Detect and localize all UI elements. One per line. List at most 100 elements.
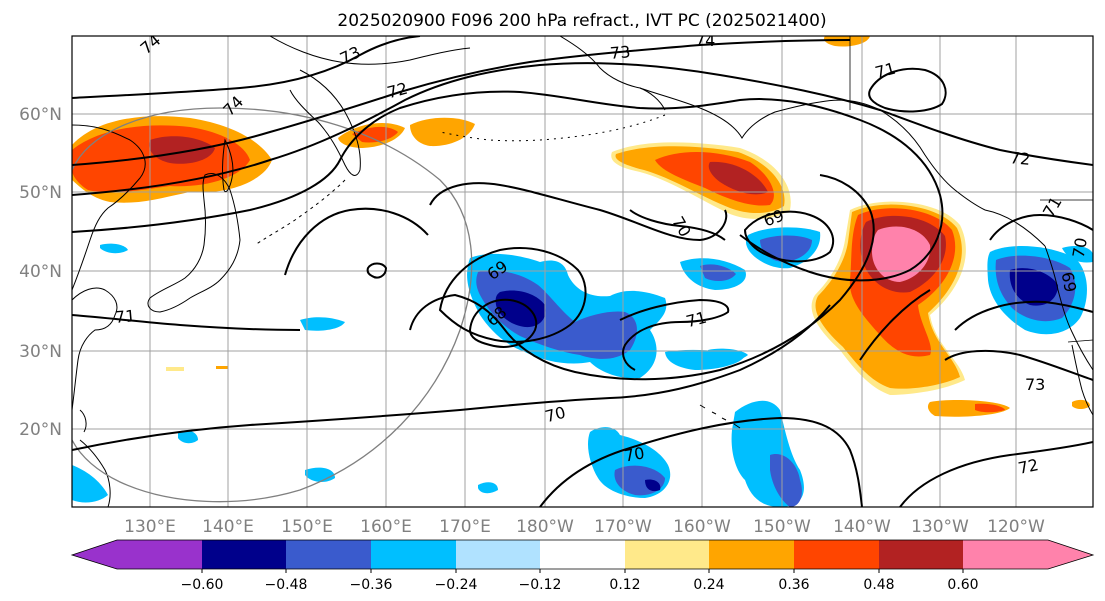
ivt-patch-skyblue <box>708 348 748 361</box>
lon-label: 150°E <box>281 517 333 537</box>
contour-70-ne <box>629 209 726 241</box>
coast-siberia <box>269 36 471 65</box>
colorbar-segment <box>540 540 625 569</box>
contour-label: 73 <box>1025 375 1045 394</box>
contour-label: 70 <box>623 443 646 465</box>
colorbar-segment <box>117 540 202 569</box>
colorbar-segment <box>625 540 709 569</box>
colorbar-segment <box>371 540 456 569</box>
contour-label: 71 <box>114 306 136 327</box>
ivt-patch-skyblue <box>1062 246 1093 263</box>
contour-70-west <box>284 207 429 276</box>
colorbar-segments <box>72 540 1093 569</box>
contour-69-east <box>743 210 835 263</box>
ivt-patch-skyblue <box>178 430 198 444</box>
contour-69-mid <box>438 247 587 343</box>
contour-label: 70 <box>1069 236 1091 259</box>
coast-korea-china <box>72 287 118 411</box>
contour-label: 74 <box>695 31 715 50</box>
lon-label: 160°W <box>673 517 731 537</box>
colorbar-tick-labels: −0.60 −0.48 −0.36 −0.24 −0.12 0.12 0.24 … <box>181 577 979 593</box>
colorbar-tick-label: −0.36 <box>350 577 393 593</box>
ivt-patch-navy <box>645 479 661 492</box>
coast-hawaii <box>699 404 741 429</box>
lon-label: 120°W <box>987 517 1045 537</box>
ivt-patch-skyblue <box>100 243 128 254</box>
colorbar-segment <box>794 540 879 569</box>
ivt-region-east <box>811 36 1090 417</box>
ivt-patch-orange <box>927 400 1010 417</box>
contour-72-southeast <box>899 441 1093 507</box>
contour-label: 70 <box>543 403 568 427</box>
reference-circle <box>72 107 473 503</box>
colorbar-tick-label: −0.48 <box>265 577 308 593</box>
lon-label: 170°E <box>439 517 491 537</box>
coast-kurils <box>254 179 346 246</box>
coast-taiwan <box>79 409 87 433</box>
colorbar-tick-label: 0.12 <box>609 577 640 593</box>
contour-label: 69 <box>1058 270 1080 293</box>
coast-alaska-south <box>819 99 986 211</box>
lon-label: 130°W <box>911 517 969 537</box>
contour-label: 71 <box>873 59 898 83</box>
latitude-labels: 60°N 50°N 40°N 30°N 20°N <box>19 105 62 440</box>
lon-label: 150°W <box>753 517 811 537</box>
ivt-patch-royalblue <box>770 454 802 507</box>
ivt-patch-red <box>975 403 1005 413</box>
map-title: 2025020900 F096 200 hPa refract., IVT PC… <box>337 11 826 31</box>
map-panel: 73 74 73 71 72 74 72 71 70 69 69 68 71 7… <box>71 31 1094 508</box>
map-frame <box>71 35 1094 508</box>
contour-71-mid-e <box>859 289 931 361</box>
contour-label: 71 <box>684 308 709 332</box>
ivt-patch-orange <box>824 36 870 47</box>
ivt-patch-skyblue <box>72 465 108 503</box>
contour-70-bottom <box>539 416 863 507</box>
lat-label: 40°N <box>19 262 62 282</box>
contour-label: 72 <box>1009 148 1031 169</box>
colorbar-segment <box>456 540 540 569</box>
colorbar-ticks <box>201 569 964 573</box>
colorbar-tick-label: −0.60 <box>181 577 224 593</box>
lon-label: 130°E <box>124 517 176 537</box>
ivt-patch-darkred <box>149 136 215 164</box>
coast-alaska-peninsula <box>639 87 821 139</box>
colorbar-segment <box>286 540 371 569</box>
contour-label: 73 <box>609 42 631 63</box>
coast-asia-mainland <box>72 124 146 291</box>
colorbar-extend-low <box>72 540 117 569</box>
colorbar-tick-label: 0.36 <box>778 577 809 593</box>
refractivity-contours <box>72 36 1093 507</box>
lon-label: 180°W <box>516 517 574 537</box>
contour-70-lower <box>72 304 831 451</box>
lon-label: 170°W <box>594 517 652 537</box>
colorbar-segment <box>963 540 1048 569</box>
ivt-patch-lightyellow <box>166 367 184 371</box>
colorbar-tick-label: −0.12 <box>519 577 562 593</box>
coast-alaska-west <box>559 36 666 111</box>
contour-72-north <box>72 62 1093 196</box>
coast-baja <box>1071 344 1093 416</box>
colorbar-tick-label: 0.48 <box>863 577 894 593</box>
contour-74-north <box>72 36 421 99</box>
contour-70-south <box>409 174 875 381</box>
contour-72-east <box>954 300 1093 331</box>
contour-70-loop <box>429 182 728 242</box>
lon-label: 140°W <box>833 517 891 537</box>
ivt-patch-orange <box>1072 399 1090 409</box>
contour-71-south <box>619 298 730 371</box>
colorbar-extend-high <box>1048 540 1093 569</box>
coast-california <box>1044 245 1093 371</box>
colorbar-segment <box>709 540 794 569</box>
lat-label: 30°N <box>19 342 62 362</box>
contour-69-west <box>72 314 301 331</box>
ivt-patch-navy <box>1009 268 1058 306</box>
borders <box>849 36 1093 343</box>
lon-label: 140°E <box>202 517 254 537</box>
contour-73-southeast <box>944 349 1093 381</box>
coast-canada-bc <box>984 209 1046 247</box>
colorbar-outline <box>70 539 1095 570</box>
lat-label: 50°N <box>19 183 62 203</box>
contour-68 <box>468 298 538 348</box>
contour-71-ne2 <box>989 213 1093 241</box>
